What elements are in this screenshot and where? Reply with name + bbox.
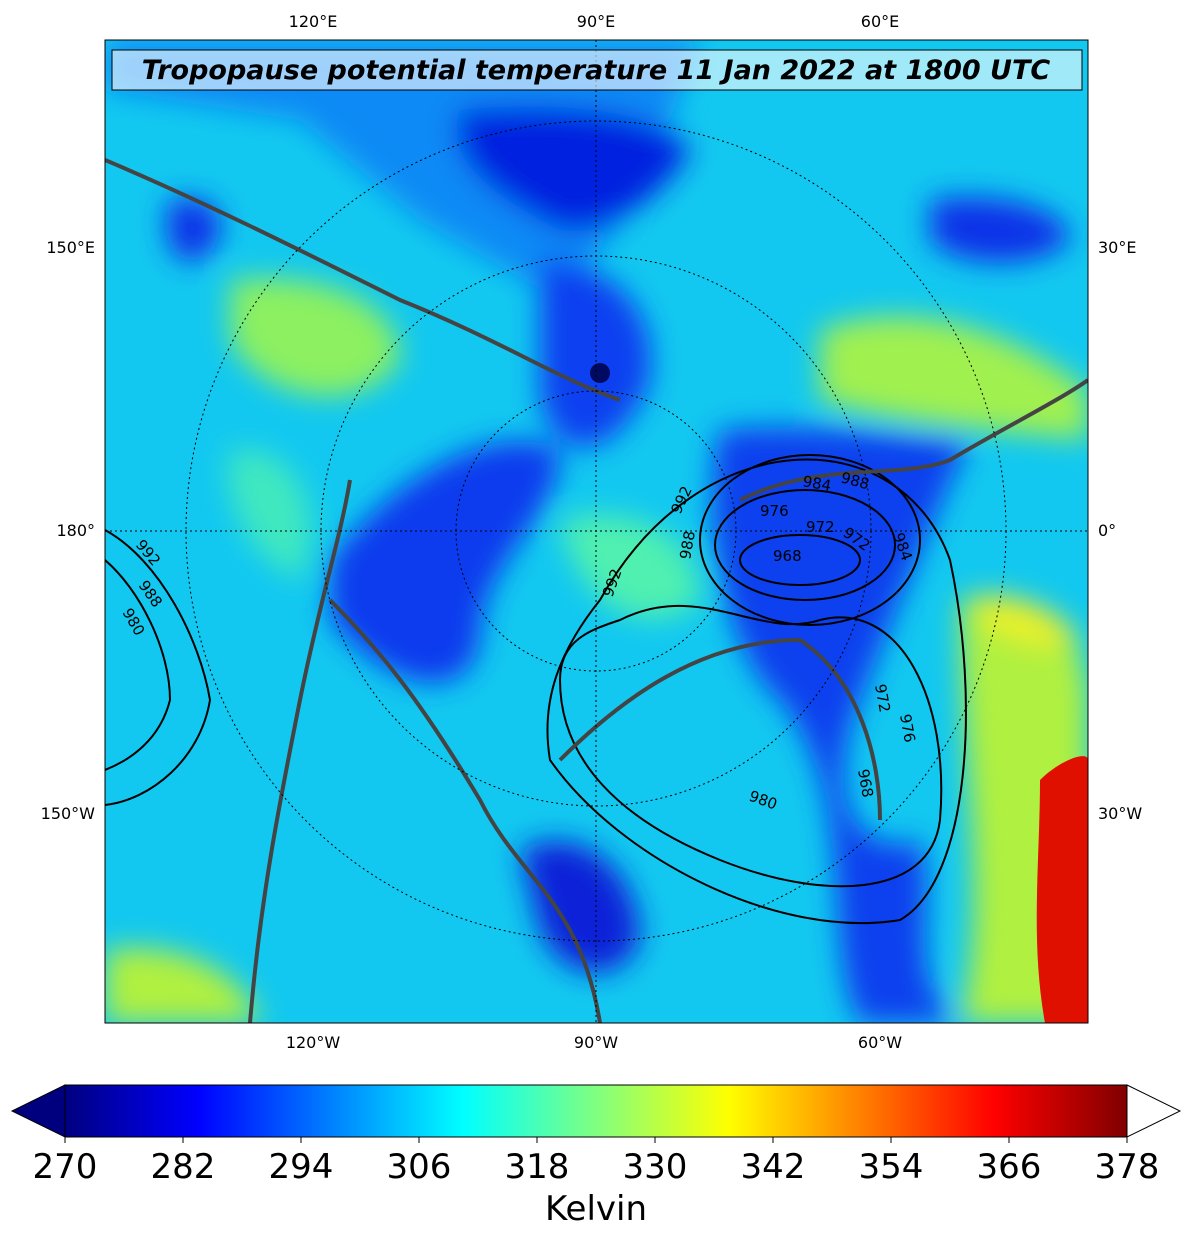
lon-label: 60°W [858,1033,902,1052]
lon-label: 120°W [286,1033,341,1052]
lat-label: 150°W [41,804,96,823]
map-title: Tropopause potential temperature 11 Jan … [142,55,1051,86]
contour-label: 972 [806,518,835,536]
colorbar-tick-label: 342 [741,1147,806,1187]
colorbar-body [64,1084,1128,1138]
contour-label: 976 [896,713,919,744]
lon-label: 60°E [861,12,899,31]
colorbar: 270 282 294 306 318 330 342 354 366 378 [10,1084,1182,1187]
map-field [105,40,1088,1023]
contour-label: 968 [773,547,802,565]
colorbar-tick-label: 318 [505,1147,570,1187]
lat-label: 30°W [1098,804,1142,823]
colorbar-extend-high [1126,1084,1182,1138]
colorbar-tick-label: 354 [859,1147,924,1187]
lat-label: 30°E [1098,238,1136,257]
colorbar-tick-label: 270 [33,1147,98,1187]
lat-label: 150°E [46,238,95,257]
title-box [111,49,1083,91]
contour-label: 972 [871,683,894,714]
colorbar-label: Kelvin [545,1189,647,1229]
map-frame [104,39,1089,1024]
lon-label: 90°W [574,1033,618,1052]
colorbar-tick-label: 378 [1095,1147,1160,1187]
contour-label: 968 [854,768,877,799]
colorbar-extend-low [10,1084,66,1138]
colorbar-tick-label: 366 [977,1147,1042,1187]
colorbar-tick-label: 330 [623,1147,688,1187]
lat-label: 0° [1098,521,1116,540]
colorbar-tick-label: 282 [151,1147,216,1187]
colorbar-tick-label: 294 [269,1147,334,1187]
lon-label: 120°E [289,12,338,31]
lon-label: 90°E [577,12,615,31]
contour-label: 988 [676,529,699,560]
lat-label: 180° [56,521,95,540]
colorbar-tick-label: 306 [387,1147,452,1187]
contour-label: 976 [760,502,789,520]
contour-label: 984 [801,472,832,495]
